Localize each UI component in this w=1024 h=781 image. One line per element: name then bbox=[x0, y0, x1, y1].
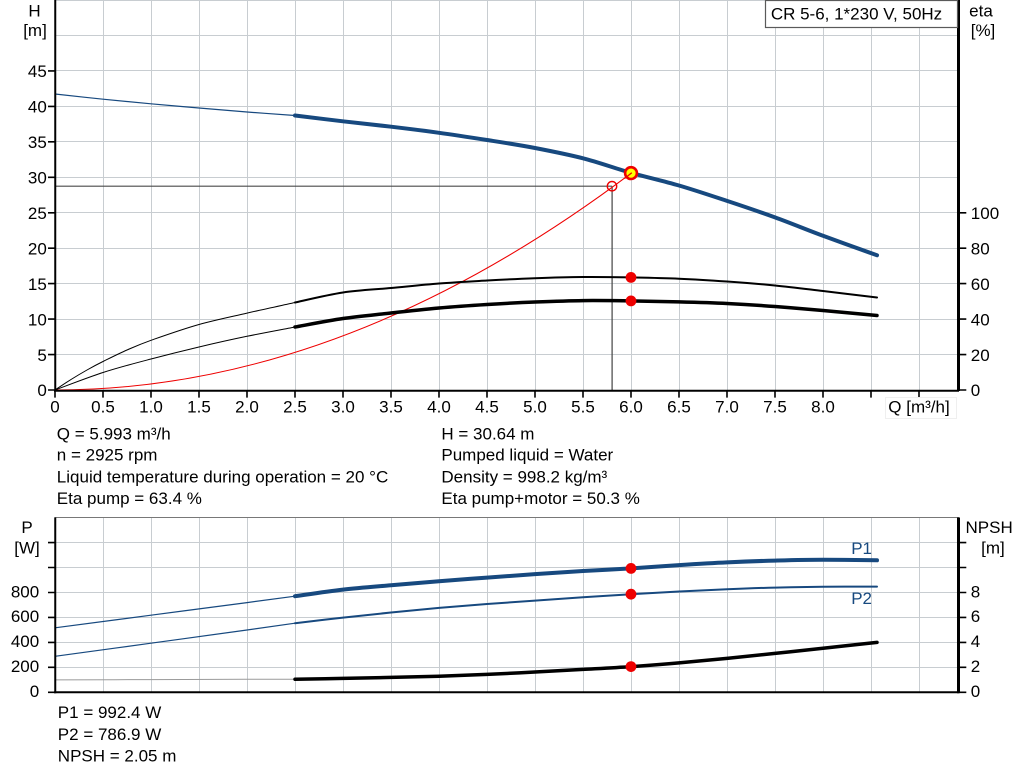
svg-text:H = 30.64 m: H = 30.64 m bbox=[441, 424, 534, 443]
svg-text:[W]: [W] bbox=[14, 539, 40, 558]
svg-text:P1 = 992.4 W: P1 = 992.4 W bbox=[58, 703, 161, 722]
svg-text:Pumped liquid = Water: Pumped liquid = Water bbox=[441, 446, 613, 465]
svg-text:2.5: 2.5 bbox=[283, 398, 307, 417]
svg-text:800: 800 bbox=[11, 582, 39, 601]
svg-text:400: 400 bbox=[11, 632, 39, 651]
svg-text:10: 10 bbox=[28, 310, 47, 329]
svg-text:[m]: [m] bbox=[23, 21, 47, 40]
svg-text:60: 60 bbox=[971, 275, 990, 294]
svg-text:7.0: 7.0 bbox=[715, 398, 739, 417]
svg-text:8.0: 8.0 bbox=[811, 398, 835, 417]
svg-text:6.5: 6.5 bbox=[667, 398, 691, 417]
svg-text:0: 0 bbox=[971, 682, 980, 701]
svg-text:CR 5-6, 1*230 V, 50Hz: CR 5-6, 1*230 V, 50Hz bbox=[771, 5, 942, 24]
svg-text:200: 200 bbox=[11, 657, 39, 676]
svg-text:4: 4 bbox=[971, 632, 980, 651]
svg-text:n = 2925 rpm: n = 2925 rpm bbox=[57, 446, 158, 465]
svg-text:Density = 998.2 kg/m³: Density = 998.2 kg/m³ bbox=[441, 468, 607, 487]
svg-text:0: 0 bbox=[971, 381, 980, 400]
svg-text:3.0: 3.0 bbox=[331, 398, 355, 417]
svg-text:7.5: 7.5 bbox=[763, 398, 787, 417]
svg-text:20: 20 bbox=[28, 239, 47, 258]
svg-text:40: 40 bbox=[28, 98, 47, 117]
svg-text:30: 30 bbox=[28, 169, 47, 188]
svg-text:NPSH = 2.05 m: NPSH = 2.05 m bbox=[58, 747, 177, 766]
svg-text:6.0: 6.0 bbox=[619, 398, 643, 417]
svg-text:100: 100 bbox=[971, 204, 999, 223]
svg-text:[%]: [%] bbox=[971, 21, 996, 40]
svg-text:[m]: [m] bbox=[981, 538, 1005, 557]
svg-text:NPSH: NPSH bbox=[966, 518, 1013, 537]
svg-text:2: 2 bbox=[971, 657, 980, 676]
svg-text:5: 5 bbox=[37, 346, 46, 365]
svg-text:Eta pump+motor = 50.3 %: Eta pump+motor = 50.3 % bbox=[441, 489, 639, 508]
svg-text:P2 = 786.9 W: P2 = 786.9 W bbox=[58, 725, 161, 744]
svg-text:25: 25 bbox=[28, 204, 47, 223]
svg-text:H: H bbox=[28, 2, 40, 21]
svg-text:P2: P2 bbox=[851, 589, 872, 608]
svg-text:8: 8 bbox=[971, 582, 980, 601]
svg-text:45: 45 bbox=[28, 62, 47, 81]
svg-text:0: 0 bbox=[37, 381, 46, 400]
svg-text:5.0: 5.0 bbox=[523, 398, 547, 417]
svg-text:5.5: 5.5 bbox=[571, 398, 595, 417]
svg-text:6: 6 bbox=[971, 607, 980, 626]
svg-text:1.5: 1.5 bbox=[187, 398, 211, 417]
svg-text:4.0: 4.0 bbox=[427, 398, 451, 417]
svg-text:P1: P1 bbox=[851, 539, 872, 558]
svg-text:3.5: 3.5 bbox=[379, 398, 403, 417]
svg-text:1.0: 1.0 bbox=[139, 398, 163, 417]
svg-text:Liquid temperature during oper: Liquid temperature during operation = 20… bbox=[57, 468, 388, 487]
svg-text:80: 80 bbox=[971, 239, 990, 258]
svg-text:35: 35 bbox=[28, 133, 47, 152]
svg-text:P: P bbox=[21, 518, 32, 537]
svg-text:600: 600 bbox=[11, 607, 39, 626]
svg-text:0.5: 0.5 bbox=[91, 398, 115, 417]
svg-text:0: 0 bbox=[30, 682, 39, 701]
svg-text:2.0: 2.0 bbox=[235, 398, 259, 417]
svg-text:Eta pump = 63.4 %: Eta pump = 63.4 % bbox=[57, 489, 202, 508]
svg-text:4.5: 4.5 bbox=[475, 398, 499, 417]
svg-text:Q = 5.993 m³/h: Q = 5.993 m³/h bbox=[57, 424, 171, 443]
svg-text:Q [m³/h]: Q [m³/h] bbox=[888, 398, 949, 417]
svg-text:40: 40 bbox=[971, 310, 990, 329]
svg-text:eta: eta bbox=[969, 2, 993, 21]
svg-text:15: 15 bbox=[28, 275, 47, 294]
svg-text:0: 0 bbox=[50, 398, 59, 417]
svg-text:20: 20 bbox=[971, 346, 990, 365]
